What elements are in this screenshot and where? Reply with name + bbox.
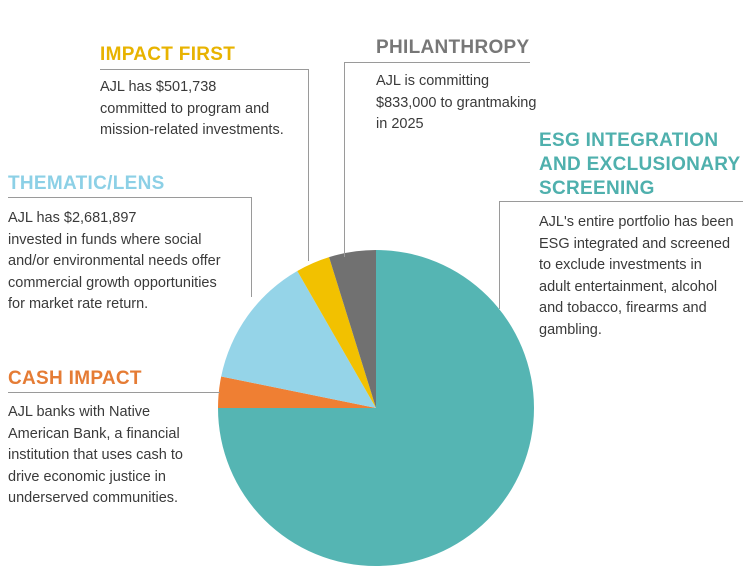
text-line: ESG integrated and screened <box>539 235 731 252</box>
esg-text: AJL's entire portfolio has been ESG inte… <box>539 212 734 341</box>
text-line: AJL has $2,681,897 <box>8 210 137 226</box>
philanthropy-heading: PHILANTHROPY <box>376 37 530 58</box>
thematic-text: AJL has $2,681,897 invested in funds whe… <box>8 208 221 316</box>
text-line: AJL banks with Native <box>8 404 151 420</box>
text-line: commercial growth opportunities <box>8 274 217 291</box>
cash-heading: CASH IMPACT <box>8 368 142 389</box>
thematic-heading: THEMATIC/LENS <box>8 173 165 194</box>
heading-line: AND EXCLUSIONARY <box>539 154 741 175</box>
impact-first-leader-h <box>100 69 309 70</box>
text-line: institution that uses cash to <box>8 447 183 463</box>
philanthropy-leader-v <box>344 62 345 257</box>
cash-text: AJL banks with Native American Bank, a f… <box>8 402 183 510</box>
heading-line: ESG INTEGRATION <box>539 130 719 151</box>
text-line: committed to program and <box>100 100 270 117</box>
esg-leader-h <box>499 201 743 202</box>
text-line: AJL is committing <box>376 73 490 89</box>
thematic-leader-v <box>251 197 252 297</box>
text-line: underserved communities. <box>8 490 179 506</box>
pie-slice-3 <box>297 257 376 408</box>
text-line: drive economic justice in <box>8 468 166 485</box>
esg-leader-v <box>499 201 500 309</box>
text-line: to exclude investments in <box>539 257 702 273</box>
thematic-leader-h <box>8 197 252 198</box>
impact-first-leader-v <box>308 69 309 261</box>
philanthropy-leader-h <box>344 62 530 63</box>
cash-leader-h <box>8 392 220 393</box>
pie-slice-1 <box>218 376 376 408</box>
text-line: in 2025 <box>376 116 424 132</box>
text-line: AJL has $501,738 <box>100 79 217 95</box>
esg-heading: ESG INTEGRATION AND EXCLUSIONARY SCREENI… <box>539 129 741 201</box>
text-line: for market rate return. <box>8 296 149 312</box>
text-line: adult entertainment, alcohol <box>539 278 718 295</box>
text-line: and tobacco, firearms and <box>539 300 707 316</box>
text-line: American Bank, a financial <box>8 425 180 442</box>
text-line: $833,000 to grantmaking <box>376 94 537 111</box>
impact-first-heading: IMPACT FIRST <box>100 44 236 65</box>
impact-first-text: AJL has $501,738 committed to program an… <box>100 77 284 142</box>
pie-slice-4 <box>329 250 376 408</box>
pie-slice-2 <box>221 271 376 408</box>
text-line: AJL's entire portfolio has been <box>539 214 734 230</box>
philanthropy-text: AJL is committing $833,000 to grantmakin… <box>376 71 536 136</box>
text-line: mission-related investments. <box>100 122 284 138</box>
heading-line: SCREENING <box>539 178 655 199</box>
text-line: invested in funds where social <box>8 231 202 248</box>
text-line: gambling. <box>539 321 602 338</box>
text-line: and/or environmental needs offer <box>8 253 221 269</box>
